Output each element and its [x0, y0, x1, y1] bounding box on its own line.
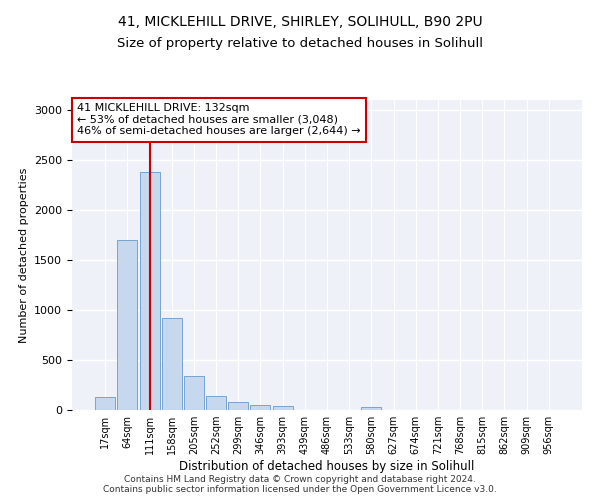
Bar [250, 405, 271, 410]
Bar [162, 318, 182, 410]
Bar [272, 406, 293, 410]
Text: Size of property relative to detached houses in Solihull: Size of property relative to detached ho… [117, 38, 483, 51]
Text: Contains public sector information licensed under the Open Government Licence v3: Contains public sector information licen… [103, 485, 497, 494]
Bar [118, 240, 137, 410]
Text: Contains HM Land Registry data © Crown copyright and database right 2024.: Contains HM Land Registry data © Crown c… [124, 475, 476, 484]
Text: 41, MICKLEHILL DRIVE, SHIRLEY, SOLIHULL, B90 2PU: 41, MICKLEHILL DRIVE, SHIRLEY, SOLIHULL,… [118, 15, 482, 29]
Text: 41 MICKLEHILL DRIVE: 132sqm
← 53% of detached houses are smaller (3,048)
46% of : 41 MICKLEHILL DRIVE: 132sqm ← 53% of det… [77, 103, 361, 136]
Y-axis label: Number of detached properties: Number of detached properties [19, 168, 29, 342]
Bar [184, 376, 204, 410]
Bar [95, 397, 115, 410]
Bar [361, 407, 382, 410]
Bar [140, 172, 160, 410]
Bar [206, 396, 226, 410]
Bar [228, 402, 248, 410]
X-axis label: Distribution of detached houses by size in Solihull: Distribution of detached houses by size … [179, 460, 475, 473]
